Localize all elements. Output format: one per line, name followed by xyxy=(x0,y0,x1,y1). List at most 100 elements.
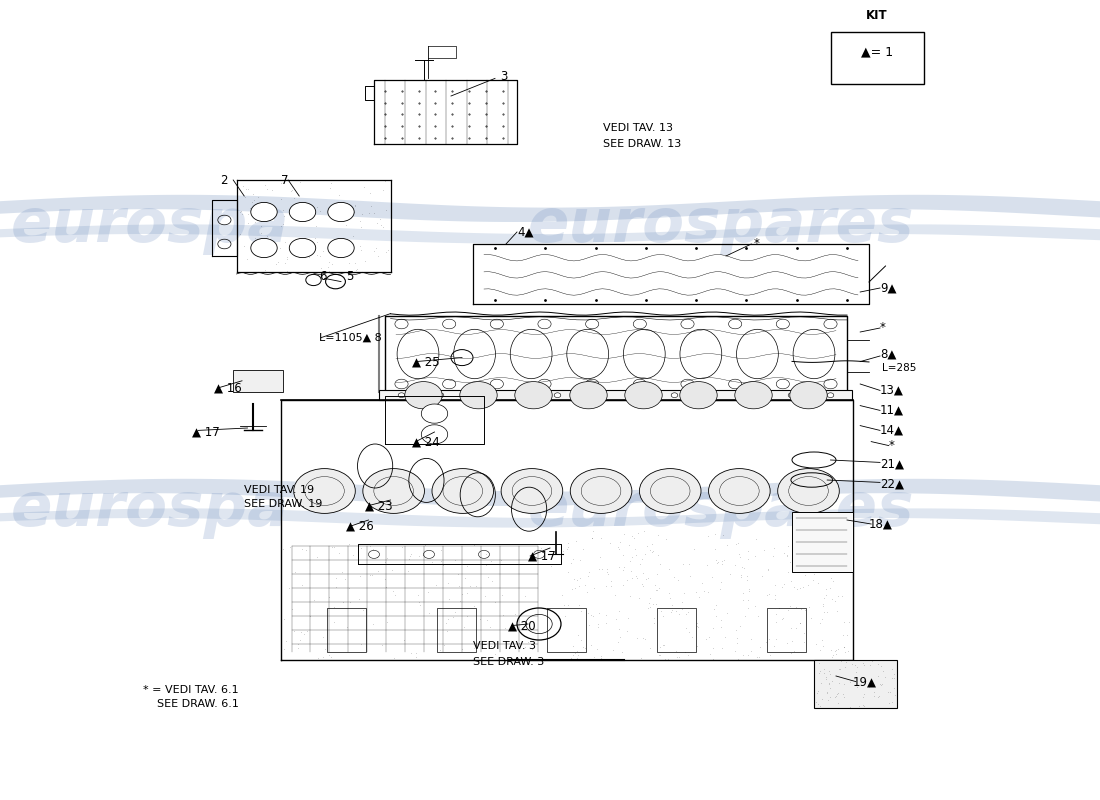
Point xyxy=(640,592,658,605)
Point xyxy=(734,649,751,662)
Point xyxy=(658,533,675,546)
Point xyxy=(807,540,825,553)
Point xyxy=(827,648,845,661)
Point xyxy=(569,652,586,665)
Point xyxy=(506,608,524,621)
Point xyxy=(365,245,383,258)
Point xyxy=(351,214,369,227)
Text: 11▲: 11▲ xyxy=(880,404,904,417)
Point xyxy=(697,633,715,646)
Point xyxy=(275,218,293,230)
Point xyxy=(782,647,800,660)
Point xyxy=(816,671,834,684)
Point xyxy=(734,561,751,574)
Point xyxy=(419,586,437,598)
Point xyxy=(657,652,674,665)
Point xyxy=(340,538,358,550)
Text: ▲ 17: ▲ 17 xyxy=(528,550,556,562)
Point xyxy=(826,548,844,561)
Point xyxy=(278,253,296,266)
Point xyxy=(822,682,839,694)
Point xyxy=(645,617,662,630)
Point xyxy=(308,236,326,249)
Circle shape xyxy=(328,238,354,258)
Point xyxy=(634,631,651,644)
Point xyxy=(713,614,730,626)
Point xyxy=(828,688,846,701)
Point xyxy=(256,236,274,249)
Point xyxy=(320,255,338,268)
Point xyxy=(266,243,284,256)
Point xyxy=(432,554,450,567)
Point xyxy=(670,650,688,663)
Point xyxy=(786,621,804,634)
Point xyxy=(552,547,570,560)
Circle shape xyxy=(778,469,839,514)
Point xyxy=(742,632,760,645)
Point xyxy=(870,690,888,702)
Point xyxy=(817,588,835,601)
Point xyxy=(693,577,711,590)
Point xyxy=(273,193,290,206)
Point xyxy=(792,603,810,616)
Point xyxy=(669,574,686,586)
Point xyxy=(855,698,872,711)
Point xyxy=(344,549,362,562)
Point xyxy=(767,616,784,629)
Point xyxy=(593,562,611,575)
Point xyxy=(568,534,585,547)
Point xyxy=(814,613,832,626)
Point xyxy=(861,658,879,671)
Point xyxy=(817,606,835,618)
Point xyxy=(576,578,594,591)
Circle shape xyxy=(632,393,639,398)
Point xyxy=(782,575,800,588)
Point xyxy=(883,663,901,676)
Point xyxy=(689,640,706,653)
Point xyxy=(780,603,798,616)
Point xyxy=(456,571,474,584)
Point xyxy=(799,578,816,591)
Point xyxy=(597,609,615,622)
Point xyxy=(735,562,752,574)
Point xyxy=(370,250,387,262)
Point xyxy=(703,570,720,583)
Point xyxy=(349,262,366,275)
Point xyxy=(458,610,475,622)
Point xyxy=(377,245,395,258)
Point xyxy=(812,665,829,678)
Point xyxy=(740,583,758,596)
Point xyxy=(698,586,716,598)
Circle shape xyxy=(749,393,756,398)
Point xyxy=(879,686,896,698)
Point xyxy=(783,634,801,647)
Point xyxy=(830,662,848,675)
Point xyxy=(427,578,444,591)
Circle shape xyxy=(735,382,772,409)
Point xyxy=(579,607,596,620)
Point xyxy=(571,571,588,584)
Point xyxy=(517,640,535,653)
Text: 6: 6 xyxy=(319,270,327,282)
Point xyxy=(615,548,632,561)
Point xyxy=(276,210,294,222)
Point xyxy=(818,686,836,699)
Point xyxy=(623,530,640,542)
Point xyxy=(761,649,779,662)
Point xyxy=(618,625,636,638)
Point xyxy=(887,688,904,701)
Point xyxy=(559,541,576,554)
Point xyxy=(815,606,833,618)
Point xyxy=(450,579,468,592)
Point xyxy=(320,591,338,604)
Point xyxy=(673,602,691,615)
Point xyxy=(600,568,617,581)
Point xyxy=(466,580,484,593)
Point xyxy=(838,629,856,642)
Point xyxy=(315,245,332,258)
Point xyxy=(376,572,394,585)
Point xyxy=(813,634,830,646)
Point xyxy=(818,686,836,698)
Point xyxy=(255,179,273,192)
Point xyxy=(751,641,769,654)
